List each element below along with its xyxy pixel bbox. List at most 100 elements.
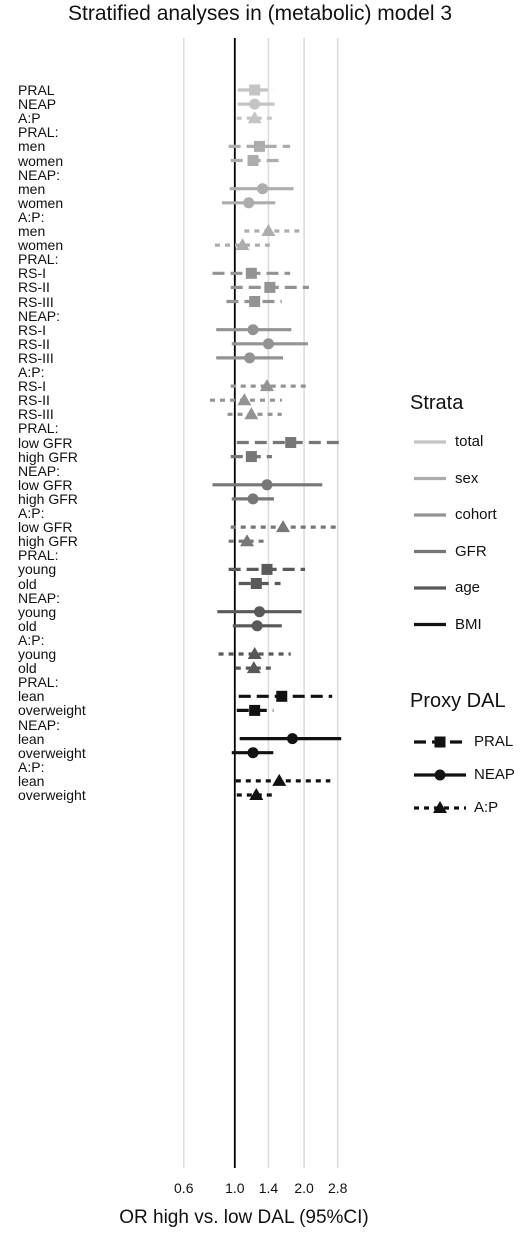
point-estimate	[247, 647, 262, 659]
legend-strata-title: Strata	[410, 392, 464, 414]
legend-proxy-label: PRAL	[474, 733, 514, 750]
row-label: A:P:	[18, 208, 45, 225]
legend-proxy-label: NEAP	[474, 766, 515, 783]
point-estimate	[247, 111, 262, 124]
row-label: A:P	[18, 110, 41, 127]
point-estimate	[276, 690, 288, 702]
x-tick-label: 0.6	[174, 1180, 194, 1196]
row-label: A:P:	[18, 631, 45, 648]
x-tick-label: 2.8	[327, 1180, 348, 1196]
point-estimate	[249, 98, 261, 110]
row-label: RS-III	[18, 293, 54, 310]
point-estimate	[240, 534, 255, 547]
row-label: RS-I	[18, 321, 46, 338]
point-estimate	[257, 183, 269, 195]
row-label: NEAP:	[18, 716, 61, 733]
legend-strata-label: sex	[455, 469, 479, 487]
row-label: young	[18, 561, 57, 578]
row-label: NEAP	[18, 96, 57, 113]
legend-strata-label: GFR	[455, 542, 487, 560]
point-estimate	[245, 267, 257, 279]
row-label: PRAL:	[18, 124, 59, 141]
row-label: PRAL:	[18, 674, 59, 691]
x-tick-label: 2.0	[294, 1180, 314, 1196]
row-label: RS-II	[18, 335, 50, 352]
row-label: RS-I	[18, 265, 46, 282]
row-label: low GFR	[18, 519, 73, 536]
row-label: high GFR	[18, 533, 78, 550]
chart-title: Stratified analyses in (metabolic) model…	[67, 2, 452, 25]
point-estimate	[247, 493, 259, 505]
row-label: old	[18, 617, 37, 634]
x-tick-label: 1.4	[258, 1180, 279, 1196]
row-label: RS-III	[18, 406, 54, 423]
legend-strata-label: BMI	[455, 615, 482, 633]
point-estimate	[285, 437, 297, 448]
legend-strata-label: age	[455, 579, 481, 596]
point-estimate	[247, 155, 259, 166]
row-label: lean	[18, 688, 45, 705]
row-label: A:P:	[18, 505, 45, 521]
x-tick-label: 1.0	[225, 1180, 245, 1196]
row-label: low GFR	[18, 434, 73, 451]
row-label: women	[18, 237, 64, 254]
point-estimate	[253, 140, 265, 152]
point-estimate	[245, 451, 257, 463]
row-label: RS-II	[18, 392, 50, 409]
legend-strata-label: total	[455, 433, 484, 450]
legend-proxy-label: A:P	[474, 799, 499, 816]
point-estimate	[259, 379, 274, 392]
legend-strata-label: cohort	[455, 506, 497, 523]
row-label: women	[18, 194, 64, 211]
row-label: RS-II	[18, 279, 50, 296]
row-label: NEAP:	[18, 166, 61, 183]
row-label: women	[18, 152, 64, 169]
legend-proxy-marker	[433, 801, 447, 813]
point-estimate	[244, 352, 256, 364]
row-label: overweight	[18, 744, 86, 761]
point-estimate	[276, 520, 291, 533]
point-estimate	[262, 338, 274, 350]
point-estimate	[243, 197, 255, 209]
row-label: old	[18, 660, 37, 677]
row-label: A:P:	[18, 758, 45, 775]
point-estimate	[264, 281, 276, 293]
legend-proxy-title: Proxy DAL	[410, 690, 506, 712]
point-estimate	[249, 296, 261, 307]
row-label: overweight	[18, 702, 86, 719]
row-label: NEAP:	[18, 307, 61, 324]
point-estimate	[250, 578, 262, 589]
row-label: men	[18, 223, 46, 239]
row-label: PRAL:	[18, 251, 59, 268]
point-estimate	[261, 479, 273, 491]
row-label: young	[18, 646, 57, 662]
point-estimate	[247, 747, 259, 759]
point-estimate	[247, 324, 259, 336]
row-label: NEAP:	[18, 589, 61, 606]
point-estimate	[249, 84, 261, 96]
row-label: NEAP:	[18, 462, 61, 479]
point-estimate	[237, 393, 252, 406]
row-label: lean	[18, 730, 45, 747]
legend-proxy-marker	[434, 769, 446, 781]
point-estimate	[261, 563, 273, 575]
row-label: overweight	[18, 787, 86, 803]
row-label: lean	[18, 772, 45, 789]
point-estimate	[261, 224, 276, 236]
row-label: PRAL:	[18, 547, 59, 564]
point-estimate	[272, 773, 287, 786]
row-label: PRAL	[18, 82, 55, 98]
row-label: A:P:	[18, 364, 45, 380]
point-estimate	[249, 704, 261, 716]
row-label: young	[18, 603, 57, 620]
legend-proxy-marker	[434, 736, 446, 748]
x-axis-label: OR high vs. low DAL (95%CI)	[119, 1207, 369, 1228]
row-label: RS-III	[18, 349, 54, 366]
point-estimate	[235, 238, 250, 251]
row-label: PRAL:	[18, 420, 59, 437]
row-label: high GFR	[18, 490, 78, 507]
row-label: men	[18, 180, 46, 197]
point-estimate	[244, 407, 259, 420]
row-label: RS-I	[18, 378, 46, 395]
